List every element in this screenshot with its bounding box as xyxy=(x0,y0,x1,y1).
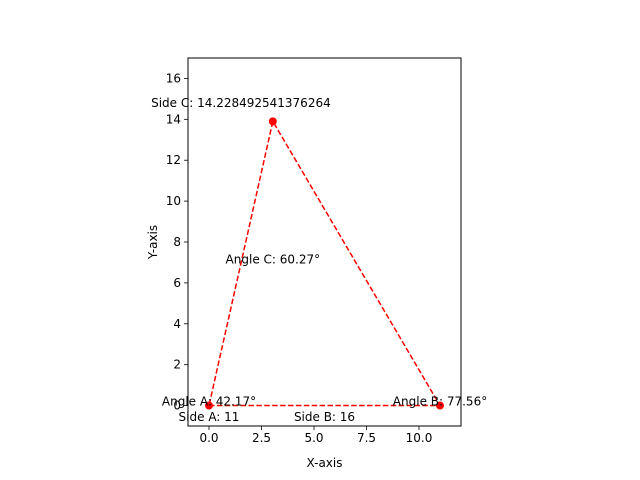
y-tick-label: 0 xyxy=(173,399,181,413)
x-tick-label: 10.0 xyxy=(406,431,433,445)
y-axis-label: Y-axis xyxy=(146,225,160,260)
series-line xyxy=(208,119,442,407)
y-tick-label: 4 xyxy=(173,317,181,331)
y-tick-label: 14 xyxy=(166,112,181,126)
y-tick-label: 6 xyxy=(173,276,181,290)
data-point xyxy=(205,401,213,410)
data-point xyxy=(268,117,277,126)
annotation-label: Side A: 11 xyxy=(179,410,240,424)
x-tick-label: 0.0 xyxy=(199,431,218,445)
annotation-label: Angle B: 77.56° xyxy=(393,395,487,409)
data-point xyxy=(436,401,444,410)
x-tick-label: 7.5 xyxy=(357,431,376,445)
annotation-label: Side B: 16 xyxy=(294,410,355,424)
x-tick-label: 2.5 xyxy=(252,431,271,445)
annotation-label: Angle C: 60.27° xyxy=(226,252,321,266)
x-tick-label: 5.0 xyxy=(304,431,323,445)
annotation-label: Side C: 14.228492541376264 xyxy=(151,96,331,110)
y-tick-label: 16 xyxy=(166,71,181,85)
x-axis-label: X-axis xyxy=(307,456,343,470)
y-tick-label: 10 xyxy=(166,194,181,208)
plot-area xyxy=(205,117,444,410)
axes: 0.0 2.5 5.0 7.5 10.0 0 2 4 6 8 10 12 14 16 X-axis Y-axi… xyxy=(146,57,462,470)
y-tick-label: 8 xyxy=(173,235,181,249)
annotations: Angle A: 42.17° Angle B: 77.56° Angle C: 6… xyxy=(151,96,487,424)
y-tick-label: 2 xyxy=(173,358,181,372)
annotation-label: Angle A: 42.17° xyxy=(162,395,256,409)
y-tick-label: 12 xyxy=(166,153,181,167)
